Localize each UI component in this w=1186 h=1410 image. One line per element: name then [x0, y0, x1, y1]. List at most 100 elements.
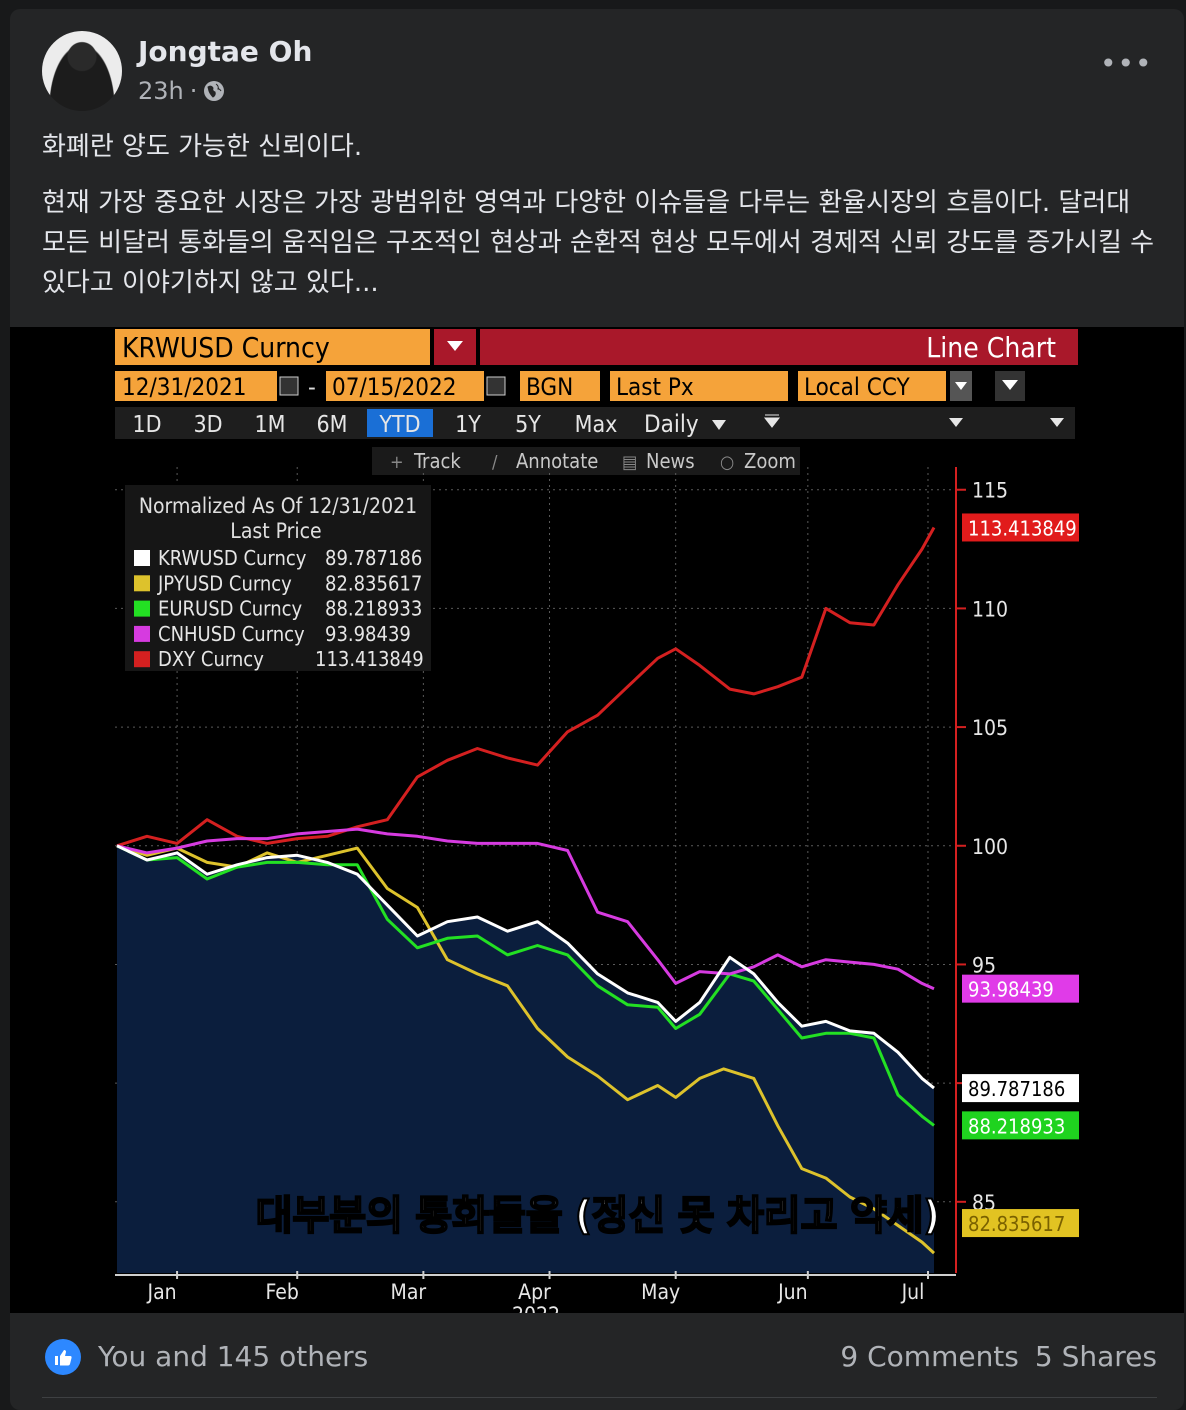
calendar-icon[interactable]: [279, 376, 299, 396]
series-line-krwusd: [116, 844, 935, 1090]
area-fill: [117, 845, 934, 1273]
legend-series-value: 88.218933: [325, 597, 422, 621]
meta-separator: ·: [189, 77, 198, 105]
post-meta: 23h ·: [138, 77, 225, 105]
legend-series-name: JPYUSD Curncy: [157, 571, 292, 595]
x-tick-label: Jul: [901, 1280, 925, 1304]
tool-news[interactable]: News: [646, 449, 695, 473]
legend-entries: KRWUSD Curncy 89.787186 JPYUSD Curncy 82.83…: [134, 546, 424, 671]
field-selector[interactable]: [610, 371, 788, 401]
last-value-badge: [962, 513, 1079, 542]
period-bar: [115, 407, 1075, 439]
legend-swatch: [134, 575, 150, 592]
period-button-ytd[interactable]: YTD: [378, 412, 420, 438]
pencil-icon: /: [492, 452, 498, 473]
filter-icon[interactable]: [1050, 418, 1064, 427]
legend-subtitle: Last Price: [230, 519, 321, 543]
author-name[interactable]: Jongtae Oh: [138, 35, 313, 68]
post-paragraph-1: 화폐란 양도 가능한 신뢰이다.: [42, 132, 363, 162]
tool-track[interactable]: Track: [413, 449, 461, 473]
last-value-label: 89.787186: [968, 1077, 1065, 1101]
end-date-field[interactable]: [326, 371, 484, 401]
legend-series-name: DXY Curncy: [158, 647, 264, 671]
more-options-icon[interactable]: •••: [1100, 47, 1153, 80]
news-icon: ▤: [622, 452, 637, 473]
period-button-6m[interactable]: 6M: [316, 412, 347, 438]
series-line-eurusd: [116, 844, 935, 1127]
legend-title: Normalized As Of 12/31/2021: [139, 494, 417, 518]
bloomberg-chart: KRWUSD Curncy Line Chart 12/31/2021 - 07…: [10, 327, 1184, 1327]
globe-icon: [203, 80, 225, 102]
like-icon[interactable]: [45, 1339, 81, 1375]
tools-bar: [372, 447, 800, 475]
legend-box: [125, 485, 431, 671]
last-value-label: 82.835617: [968, 1212, 1065, 1236]
series-line-cnhusd: [116, 827, 935, 991]
y-tick-label: 100: [972, 835, 1008, 859]
post-card: Jongtae Oh 23h · ••• 화폐란 양도 가능한 신뢰이다. 현재…: [10, 9, 1184, 1410]
last-value-label: 88.218933: [968, 1114, 1065, 1138]
reaction-bar: You and 145 others 9 Comments 5 Shares: [10, 1327, 1184, 1387]
period-button-3d[interactable]: 3D: [193, 412, 222, 438]
series-line-jpyusd: [116, 844, 936, 1255]
y-tick-label: 115: [972, 479, 1008, 503]
zoom-icon: ○: [720, 452, 734, 473]
x-tick-label: Mar: [391, 1280, 427, 1304]
avatar[interactable]: [42, 31, 122, 111]
end-date: 07/15/2022: [332, 373, 456, 401]
period-button-1d[interactable]: 1D: [132, 412, 161, 438]
currency-selector[interactable]: [798, 371, 946, 401]
filter-icon[interactable]: [949, 418, 963, 427]
plot-area: 859510010511011589.78718682.83561788.218…: [115, 467, 1079, 1327]
x-tick-label: Feb: [266, 1280, 299, 1304]
last-value-label: 93.98439: [968, 978, 1054, 1002]
post-time[interactable]: 23h: [138, 77, 184, 105]
period-button-1m[interactable]: 1M: [254, 412, 285, 438]
ticker-label: KRWUSD Curncy: [122, 331, 330, 364]
source-label: BGN: [526, 373, 573, 401]
currency-label: Local CCY: [804, 373, 911, 401]
last-value-badge: [962, 974, 1079, 1003]
tool-zoom[interactable]: Zoom: [744, 449, 796, 473]
chevron-down-icon[interactable]: [712, 420, 726, 430]
start-date: 12/31/2021: [122, 373, 246, 401]
tool-annotate[interactable]: Annotate: [516, 449, 598, 473]
plus-icon: +: [390, 452, 404, 473]
last-value-badge: [962, 1111, 1079, 1140]
title-bar: [480, 329, 1078, 365]
legend-series-value: 82.835617: [325, 571, 422, 595]
legend-swatch: [134, 651, 150, 668]
divider: [42, 1397, 1157, 1398]
legend-series-value: 89.787186: [325, 546, 422, 570]
chevron-down-icon: [955, 382, 967, 390]
comments-count[interactable]: 9 Comments: [840, 1340, 1019, 1373]
x-tick-label: Jun: [777, 1280, 808, 1304]
filter-icon: [447, 341, 463, 351]
last-value-label: 113.413849: [968, 516, 1077, 540]
shares-count[interactable]: 5 Shares: [1034, 1340, 1157, 1373]
source-field[interactable]: [520, 371, 600, 401]
x-tick-label: May: [641, 1280, 680, 1304]
frequency-label[interactable]: Daily: [644, 410, 699, 438]
filter-icon[interactable]: [763, 414, 781, 428]
x-tick-label: Jan: [147, 1280, 177, 1304]
y-tick-label: 95: [972, 953, 996, 977]
field-label: Last Px: [616, 373, 694, 401]
period-button-5y[interactable]: 5Y: [515, 412, 541, 438]
chart-kind-label: Line Chart: [926, 331, 1056, 364]
legend-series-name: EURUSD Curncy: [158, 597, 303, 621]
legend-series-value: 113.413849: [315, 647, 424, 671]
legend-swatch: [134, 625, 150, 642]
last-value-badge: [962, 1209, 1079, 1238]
legend-swatch: [134, 600, 150, 617]
period-button-max[interactable]: Max: [575, 412, 618, 438]
post-image[interactable]: KRWUSD Curncy Line Chart 12/31/2021 - 07…: [10, 327, 1184, 1327]
start-date-field[interactable]: [115, 371, 277, 401]
ticker-field[interactable]: [115, 329, 430, 365]
x-year-label: 2022: [512, 1303, 560, 1313]
calendar-icon[interactable]: [486, 376, 506, 396]
period-button-1y[interactable]: 1Y: [455, 412, 481, 438]
reaction-count[interactable]: You and 145 others: [98, 1340, 369, 1373]
last-value-badge: [962, 1074, 1079, 1103]
y-tick-label: 105: [972, 716, 1008, 740]
